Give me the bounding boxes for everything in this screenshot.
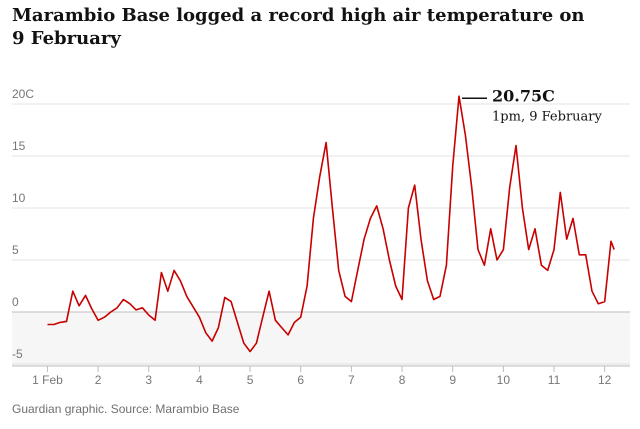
annotation-detail: 1pm, 9 February <box>492 110 602 125</box>
x-tick-label: 8 <box>399 373 406 387</box>
x-tick-label: 3 <box>145 373 152 387</box>
x-tick-label: 11 <box>548 373 561 387</box>
x-tick-label: 9 <box>449 373 456 387</box>
y-tick-label: 5 <box>12 243 19 257</box>
temperature-line <box>47 95 615 353</box>
x-tick-label: 5 <box>247 373 254 387</box>
x-tick-label: 12 <box>598 373 612 387</box>
y-tick-label: 15 <box>12 139 26 153</box>
x-tick-label: 1 Feb <box>32 373 63 387</box>
x-tick-label: 7 <box>348 373 355 387</box>
annotation-value: 20.75C <box>492 87 555 106</box>
source: Guardian graphic. Source: Marambio Base <box>12 402 240 416</box>
x-tick-label: 6 <box>297 373 304 387</box>
below-zero-band <box>12 312 630 366</box>
x-tick-label: 4 <box>196 373 203 387</box>
chart-title: Marambio Base logged a record high air t… <box>12 5 585 49</box>
y-tick-label: -5 <box>12 347 23 361</box>
y-tick-label: 10 <box>12 191 26 205</box>
x-tick-label: 2 <box>95 373 102 387</box>
y-tick-label: 0 <box>12 295 19 309</box>
y-tick-label: 20C <box>12 87 34 101</box>
x-tick-label: 10 <box>497 373 511 387</box>
